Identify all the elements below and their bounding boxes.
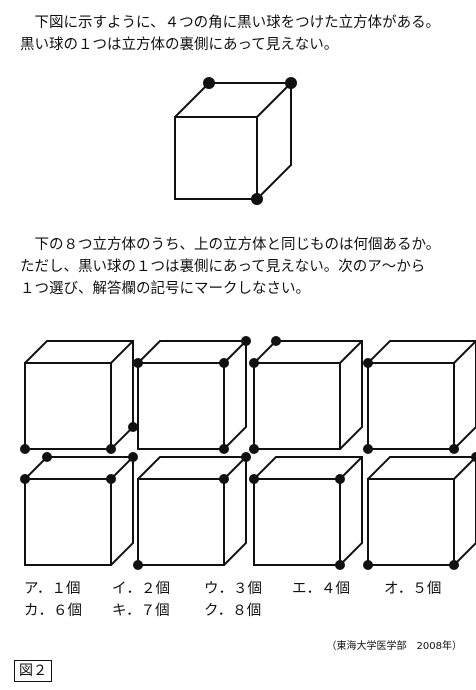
figure-label: 図２ — [14, 660, 52, 682]
ball-front-bottom-right — [449, 444, 459, 454]
ball-front-top-left — [20, 474, 30, 484]
option-cube-2 — [133, 336, 251, 454]
answer-choices: ア．１個 イ．２個 ウ．３個 エ．４個 オ．５個 カ．６個 キ．７個 ク．８個 — [24, 577, 464, 621]
reference-cube — [174, 77, 297, 205]
source-citation: （東海大学医学部 2008年） — [326, 641, 462, 652]
choice-u[interactable]: ウ．３個 — [204, 581, 262, 597]
choice-i[interactable]: イ．２個 — [112, 581, 170, 597]
ball-front-bottom-left — [363, 560, 373, 570]
ball-front-top-left — [363, 358, 373, 368]
ball-front-bottom-right — [106, 444, 116, 454]
intro-text: 下図に示すように、４つの角に黒い球をつけた立方体がある。 黒い球の１つは立方体の… — [20, 12, 466, 56]
question-line-2: ただし、黒い球の１つは裏側にあって見えない。次のア～から — [20, 259, 426, 275]
ball-front-top-right — [335, 474, 345, 484]
cube-edges — [24, 456, 134, 566]
ball-front-bottom-right — [251, 193, 263, 205]
ball-back-top-right — [285, 77, 297, 89]
question-text: 下の８つ立方体のうち、上の立方体と同じものは何個あるか。 ただし、黒い球の１つは… — [20, 234, 466, 300]
ball-front-top-left — [249, 358, 259, 368]
option-cubes — [20, 336, 476, 570]
cube-edges — [137, 456, 247, 566]
cube-edges — [24, 340, 134, 450]
choice-ku[interactable]: ク．８個 — [204, 603, 262, 619]
intro-line-1: 下図に示すように、４つの角に黒い球をつけた立方体がある。 — [20, 15, 441, 31]
cube-edges — [137, 340, 247, 450]
option-cube-3 — [249, 336, 363, 454]
cube-edges — [253, 340, 363, 450]
ball-front-bottom-left — [363, 444, 373, 454]
intro-line-2: 黒い球の１つは立方体の裏側にあって見えない。 — [20, 37, 339, 53]
ball-front-top-right — [106, 474, 116, 484]
option-cube-6 — [133, 452, 251, 570]
ball-front-top-left — [133, 358, 143, 368]
ball-front-top-right — [219, 474, 229, 484]
ball-front-bottom-left — [249, 444, 259, 454]
ball-front-bottom-right — [449, 560, 459, 570]
choice-o[interactable]: オ．５個 — [384, 581, 442, 597]
ball-back-top-left — [203, 77, 215, 89]
ball-back-top-right — [128, 452, 138, 462]
ball-back-top-left — [42, 452, 52, 462]
ball-front-top-right — [219, 358, 229, 368]
choice-ki[interactable]: キ．７個 — [112, 603, 170, 619]
reference-cube-drawing — [174, 77, 297, 205]
cube-edges — [367, 456, 476, 566]
option-cube-1 — [20, 340, 138, 454]
option-cube-5 — [20, 452, 138, 566]
ball-back-top-right — [471, 452, 476, 462]
choice-e[interactable]: エ．４個 — [292, 581, 350, 597]
ball-front-top-left — [249, 474, 259, 484]
choice-row-2: カ．６個 キ．７個 ク．８個 — [24, 599, 464, 621]
choice-a[interactable]: ア．１個 — [24, 581, 81, 597]
option-cube-8 — [363, 452, 476, 570]
ball-front-bottom-right — [219, 444, 229, 454]
ball-back-top-left — [271, 336, 281, 346]
cube-edges — [367, 340, 476, 450]
ball-front-bottom-right — [335, 560, 345, 570]
ball-back-bottom-right — [128, 422, 138, 432]
question-line-1: 下の８つ立方体のうち、上の立方体と同じものは何個あるか。 — [20, 237, 441, 253]
ball-front-bottom-left — [133, 560, 143, 570]
ball-front-bottom-left — [20, 444, 30, 454]
option-cube-7 — [249, 456, 363, 570]
option-cube-4 — [363, 340, 476, 454]
cube-edges — [253, 456, 363, 566]
ball-back-top-right — [241, 336, 251, 346]
choice-ka[interactable]: カ．６個 — [24, 603, 82, 619]
question-line-3: １つ選び、解答欄の記号にマークしなさい。 — [20, 281, 310, 297]
ball-back-top-right — [241, 452, 251, 462]
choice-row-1: ア．１個 イ．２個 ウ．３個 エ．４個 オ．５個 — [24, 577, 464, 599]
